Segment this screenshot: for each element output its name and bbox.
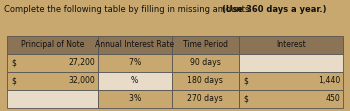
Bar — [172, 36, 239, 54]
Bar — [239, 54, 343, 72]
Text: Interest: Interest — [276, 40, 306, 49]
Text: (Use 360 days a year.): (Use 360 days a year.) — [222, 5, 327, 14]
Text: %: % — [134, 58, 141, 67]
Text: 90 days: 90 days — [190, 58, 221, 67]
Bar — [7, 72, 98, 90]
Bar — [172, 72, 239, 90]
Bar — [98, 36, 172, 54]
Bar — [172, 54, 239, 72]
Text: 3: 3 — [128, 94, 133, 103]
Text: $: $ — [11, 76, 16, 85]
Bar — [239, 90, 343, 108]
Text: 1,440: 1,440 — [318, 76, 340, 85]
Bar — [7, 90, 98, 108]
Bar — [98, 72, 172, 90]
Bar — [98, 54, 172, 72]
Text: Annual Interest Rate: Annual Interest Rate — [95, 40, 174, 49]
Text: Complete the following table by filling in missing amounts.: Complete the following table by filling … — [4, 5, 254, 14]
Text: 27,200: 27,200 — [68, 58, 95, 67]
Text: Time Period: Time Period — [183, 40, 228, 49]
Text: 180 days: 180 days — [187, 76, 223, 85]
Text: 270 days: 270 days — [187, 94, 223, 103]
Text: $: $ — [11, 58, 16, 67]
Bar — [98, 90, 172, 108]
Text: %: % — [134, 94, 141, 103]
Text: 32,000: 32,000 — [68, 76, 95, 85]
Bar — [239, 72, 343, 90]
Bar — [172, 90, 239, 108]
Bar — [7, 54, 98, 72]
Text: %: % — [131, 76, 138, 85]
Text: $: $ — [243, 76, 248, 85]
Bar — [239, 36, 343, 54]
Text: $: $ — [243, 94, 248, 103]
Bar — [7, 36, 98, 54]
Text: 7: 7 — [128, 58, 133, 67]
Text: Principal of Note: Principal of Note — [21, 40, 84, 49]
Text: 450: 450 — [326, 94, 340, 103]
